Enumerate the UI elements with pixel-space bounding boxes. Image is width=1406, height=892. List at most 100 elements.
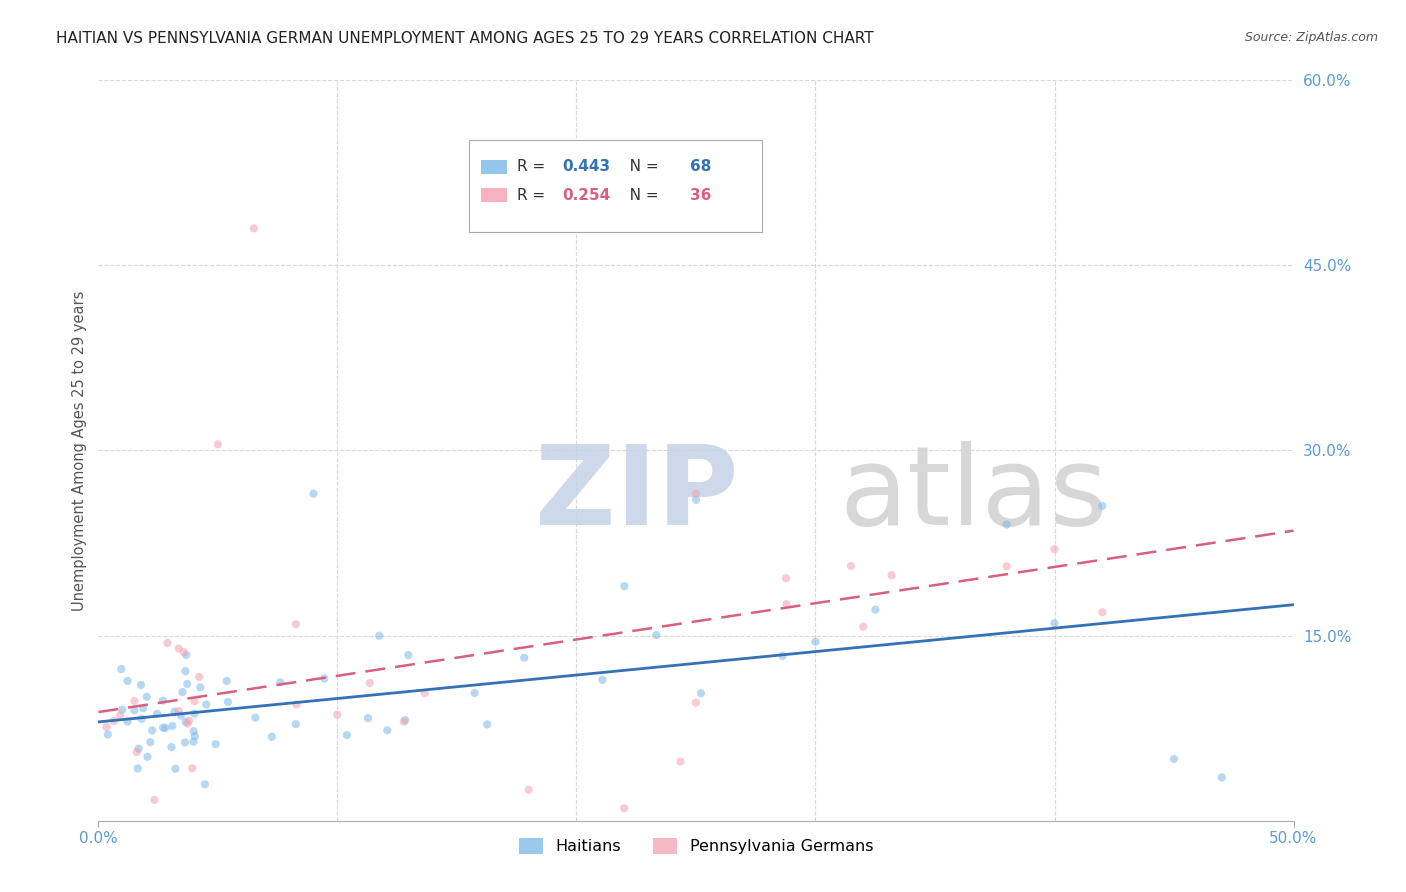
- Point: [336, 728, 359, 742]
- Point: [183, 734, 205, 748]
- Point: [174, 648, 197, 662]
- Point: [413, 686, 436, 700]
- Point: [1043, 542, 1066, 557]
- Point: [1091, 605, 1114, 619]
- Point: [375, 723, 398, 738]
- Point: [1091, 499, 1114, 513]
- Point: [591, 673, 613, 687]
- Point: [163, 705, 186, 719]
- Point: [170, 708, 193, 723]
- Point: [995, 559, 1018, 574]
- Point: [396, 648, 419, 662]
- Text: atlas: atlas: [839, 442, 1108, 549]
- FancyBboxPatch shape: [470, 139, 762, 232]
- FancyBboxPatch shape: [481, 188, 508, 202]
- Point: [464, 686, 486, 700]
- Point: [775, 571, 797, 585]
- Point: [194, 777, 217, 791]
- Point: [685, 696, 707, 710]
- Point: [172, 685, 194, 699]
- Point: [1163, 752, 1185, 766]
- Point: [117, 673, 139, 688]
- Point: [176, 716, 198, 731]
- Point: [128, 741, 150, 756]
- Point: [156, 636, 179, 650]
- Point: [284, 617, 307, 632]
- Text: N =: N =: [614, 160, 664, 175]
- Point: [136, 749, 159, 764]
- Point: [162, 719, 184, 733]
- Point: [188, 670, 211, 684]
- Point: [613, 579, 636, 593]
- Point: [513, 650, 536, 665]
- Point: [243, 221, 266, 235]
- Point: [131, 712, 153, 726]
- Point: [183, 706, 205, 721]
- Point: [155, 721, 177, 735]
- Text: R =: R =: [517, 187, 550, 202]
- Point: [852, 620, 875, 634]
- Point: [125, 745, 148, 759]
- Point: [111, 703, 134, 717]
- Point: [260, 730, 283, 744]
- Point: [1211, 771, 1233, 785]
- Point: [183, 694, 205, 708]
- Point: [124, 694, 146, 708]
- Point: [139, 735, 162, 749]
- Point: [146, 706, 169, 721]
- Point: [285, 698, 308, 712]
- Point: [269, 675, 291, 690]
- Point: [117, 714, 139, 729]
- Point: [284, 717, 307, 731]
- Text: 36: 36: [690, 187, 711, 202]
- Point: [245, 711, 267, 725]
- Point: [517, 782, 540, 797]
- Point: [772, 648, 794, 663]
- Point: [96, 720, 118, 734]
- Point: [1043, 616, 1066, 631]
- Point: [804, 634, 827, 648]
- Point: [174, 735, 197, 749]
- Point: [314, 672, 336, 686]
- Point: [143, 793, 166, 807]
- Text: HAITIAN VS PENNSYLVANIA GERMAN UNEMPLOYMENT AMONG AGES 25 TO 29 YEARS CORRELATIO: HAITIAN VS PENNSYLVANIA GERMAN UNEMPLOYM…: [56, 31, 875, 46]
- Text: N =: N =: [614, 187, 664, 202]
- Point: [97, 727, 120, 741]
- Point: [645, 628, 668, 642]
- Point: [839, 559, 862, 574]
- Point: [174, 714, 197, 729]
- Legend: Haitians, Pennsylvania Germans: Haitians, Pennsylvania Germans: [512, 831, 880, 861]
- Text: 0.254: 0.254: [562, 187, 610, 202]
- Point: [173, 645, 195, 659]
- Point: [359, 676, 381, 690]
- Point: [394, 713, 416, 727]
- Point: [392, 714, 415, 729]
- Point: [174, 664, 197, 678]
- Point: [160, 740, 183, 755]
- Point: [207, 437, 229, 451]
- Point: [152, 693, 174, 707]
- Point: [103, 714, 125, 728]
- Text: ZIP: ZIP: [534, 442, 738, 549]
- Point: [326, 707, 349, 722]
- Text: 0.443: 0.443: [562, 160, 610, 175]
- Point: [135, 690, 157, 704]
- Text: R =: R =: [517, 160, 550, 175]
- Point: [132, 701, 155, 715]
- Point: [167, 641, 190, 656]
- Point: [127, 761, 149, 775]
- Point: [110, 662, 132, 676]
- Point: [880, 568, 903, 582]
- Point: [685, 492, 707, 507]
- Point: [995, 517, 1018, 532]
- Text: Source: ZipAtlas.com: Source: ZipAtlas.com: [1244, 31, 1378, 45]
- Point: [195, 698, 218, 712]
- Point: [152, 721, 174, 735]
- Point: [685, 486, 707, 500]
- Point: [669, 755, 692, 769]
- Point: [141, 723, 163, 738]
- Point: [188, 681, 211, 695]
- Point: [176, 677, 198, 691]
- Point: [183, 724, 205, 739]
- Point: [217, 695, 239, 709]
